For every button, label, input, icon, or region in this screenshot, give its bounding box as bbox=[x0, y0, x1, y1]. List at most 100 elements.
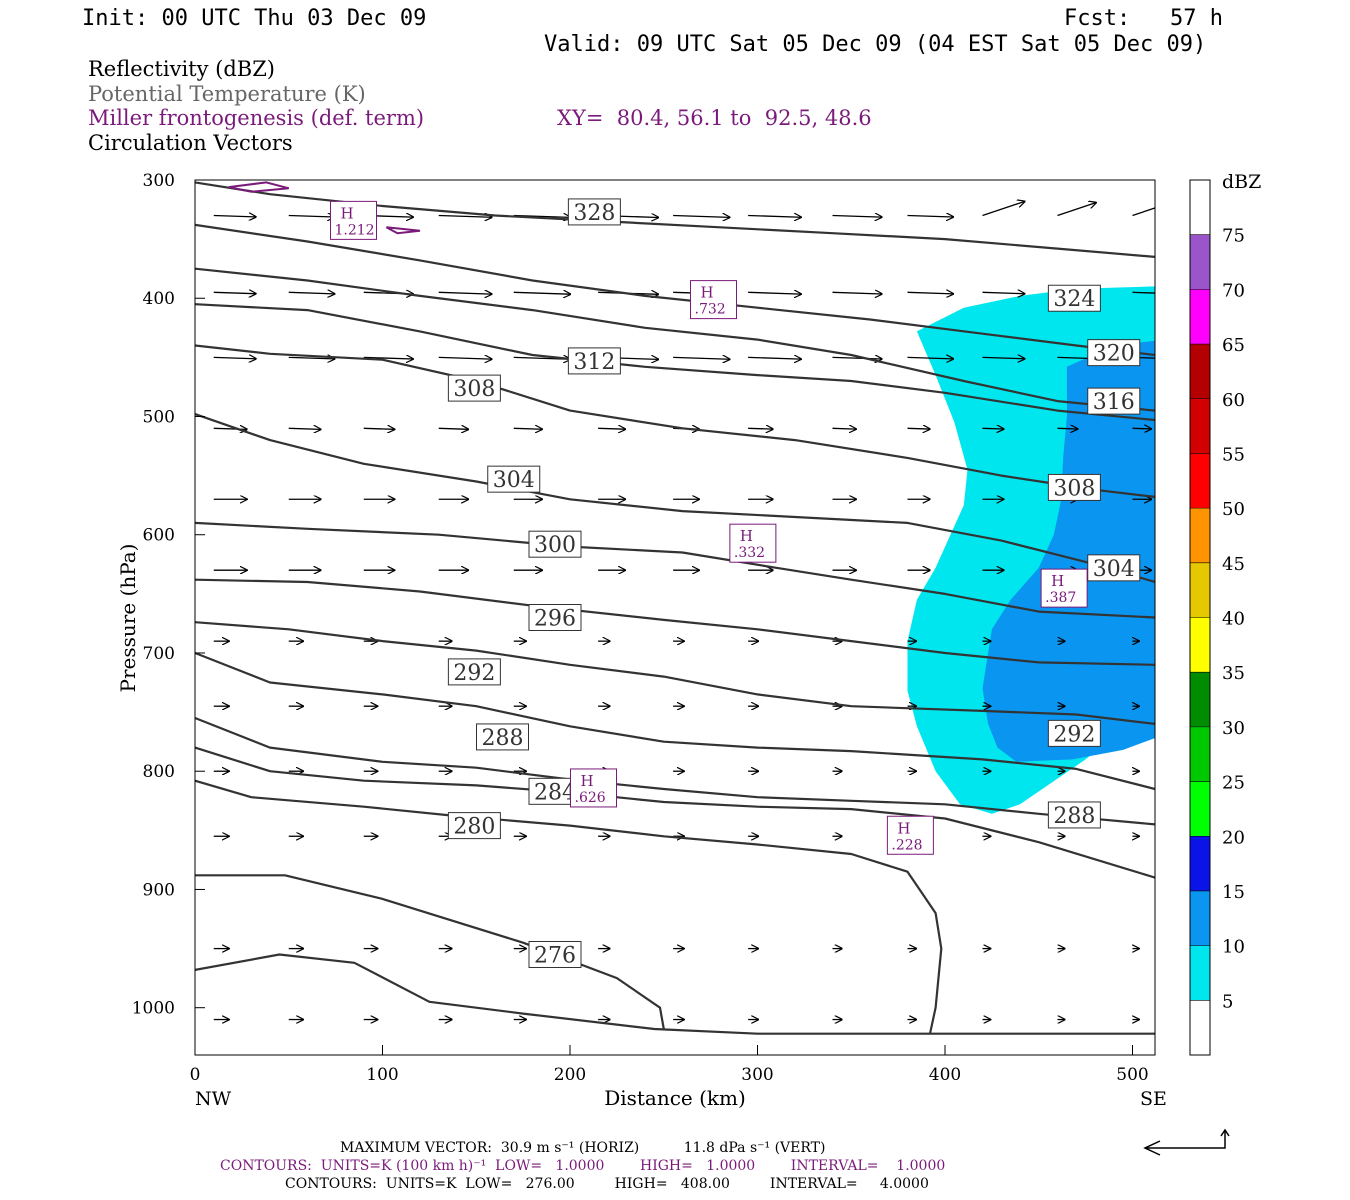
circulation-vector bbox=[982, 201, 1025, 217]
colorbar-tick-label: 30 bbox=[1222, 718, 1245, 739]
circulation-vector bbox=[213, 215, 256, 216]
y-tick-label: 600 bbox=[143, 526, 175, 546]
theta-label: 312 bbox=[567, 347, 621, 375]
legend-vectors: Circulation Vectors bbox=[88, 131, 293, 155]
circulation-vector bbox=[748, 215, 801, 217]
colorbar-tick-label: 15 bbox=[1222, 882, 1245, 903]
circulation-vector bbox=[288, 292, 335, 294]
frontogenesis-maximum: H.626 bbox=[570, 768, 617, 808]
theta-label-box bbox=[1047, 801, 1101, 829]
colorbar-tick-label: 40 bbox=[1222, 609, 1245, 630]
theta-contour-labels: 328 324 320 316 312 308 308 304 304 300 296 292 292 2… bbox=[447, 198, 1141, 968]
circulation-vector bbox=[513, 215, 570, 217]
theta-label-text: 308 bbox=[453, 377, 495, 402]
circulation-vector bbox=[598, 428, 625, 429]
theta-label-box bbox=[1087, 339, 1141, 367]
theta-label-box bbox=[567, 198, 621, 226]
theta-contour-316 bbox=[195, 303, 1155, 422]
x-tick-label: 100 bbox=[366, 1065, 398, 1085]
colorbar-swatch bbox=[1190, 289, 1210, 345]
miller-contours bbox=[228, 181, 421, 235]
x-axis-label: Distance (km) bbox=[604, 1086, 746, 1110]
reflectivity-region-10dbz bbox=[982, 340, 1155, 762]
circulation-vector bbox=[748, 428, 773, 429]
theta-label-box bbox=[528, 604, 582, 631]
forecast-hour: Fcst: 57 h bbox=[1064, 6, 1223, 31]
theta-label: 324 bbox=[1047, 284, 1101, 312]
theta-label-text: 328 bbox=[573, 201, 615, 226]
frontogenesis-maximum: H.732 bbox=[690, 280, 737, 320]
theta-contour-308 bbox=[195, 413, 1155, 584]
valid-time: Valid: 09 UTC Sat 05 Dec 09 (04 EST Sat … bbox=[544, 32, 1207, 57]
theta-contour-328 bbox=[195, 181, 1155, 258]
theta-contour-288 bbox=[195, 716, 1155, 826]
circulation-vector bbox=[288, 357, 335, 359]
colorbar-swatch bbox=[1190, 180, 1210, 235]
maximum-value: 1.212 bbox=[335, 222, 375, 238]
theta-label-text: 284 bbox=[534, 780, 576, 805]
colorbar-swatch bbox=[1190, 562, 1210, 618]
theta-contour-280 bbox=[195, 779, 943, 1034]
colorbar-tick-label: 50 bbox=[1222, 499, 1245, 520]
colorbar-swatch bbox=[1190, 1000, 1210, 1055]
footer-contours-theta: CONTOURS: UNITS=K LOW= 276.00 HIGH= 408.… bbox=[285, 1176, 929, 1192]
circulation-vector bbox=[982, 292, 1025, 293]
theta-label: 292 bbox=[1047, 719, 1101, 747]
maximum-value: .732 bbox=[695, 302, 726, 318]
colorbar-tick-label: 55 bbox=[1222, 444, 1245, 465]
x-tick-label: 300 bbox=[741, 1065, 773, 1085]
theta-contour-276 bbox=[195, 874, 665, 1030]
plot-frame bbox=[194, 179, 1156, 1056]
theta-label-box bbox=[487, 465, 541, 493]
maximum-box bbox=[1040, 568, 1088, 608]
circulation-vector bbox=[213, 292, 256, 293]
y-tick-label: 700 bbox=[143, 644, 175, 664]
maximum-label: H bbox=[701, 284, 714, 302]
colorbar-tick-label: 65 bbox=[1222, 335, 1245, 356]
theta-label-text: 280 bbox=[453, 815, 495, 840]
colorbar-swatch bbox=[1190, 836, 1210, 891]
maximum-box bbox=[690, 280, 737, 320]
maximum-label: H bbox=[581, 772, 594, 790]
colorbar-tick-label: 75 bbox=[1222, 226, 1245, 247]
frontogenesis-maximum: H.387 bbox=[1040, 568, 1088, 608]
circulation-vector bbox=[363, 357, 413, 359]
circulation-vector bbox=[907, 292, 954, 294]
miller-contour-2 bbox=[385, 226, 421, 235]
circulation-vector bbox=[832, 357, 882, 359]
theta-label-box bbox=[528, 940, 582, 968]
theta-contour-276 bbox=[195, 953, 1155, 1035]
theta-label-box bbox=[1087, 387, 1141, 415]
theta-label: 288 bbox=[476, 723, 529, 751]
theta-label: 320 bbox=[1087, 339, 1141, 367]
circulation-vector bbox=[832, 215, 882, 217]
theta-label-box bbox=[447, 374, 501, 402]
circulation-vector bbox=[1057, 428, 1078, 429]
colorbar-tick-label: 5 bbox=[1222, 991, 1233, 1012]
theta-label: 276 bbox=[528, 940, 582, 968]
circulation-vector bbox=[907, 215, 954, 217]
colorbar-tick-label: 20 bbox=[1222, 827, 1245, 848]
x-tick-label: 400 bbox=[929, 1065, 961, 1085]
theta-label: 308 bbox=[1047, 473, 1101, 501]
circulation-vector bbox=[513, 428, 542, 429]
circulation-vector bbox=[673, 215, 729, 217]
footer-contours-frontogenesis: CONTOURS: UNITS=K (100 km h)⁻¹ LOW= 1.00… bbox=[220, 1158, 946, 1174]
theta-contour-300 bbox=[195, 578, 1155, 666]
legend-theta: Potential Temperature (K) bbox=[88, 82, 366, 106]
cross-section-endpoints: XY= 80.4, 56.1 to 92.5, 48.6 bbox=[557, 106, 872, 130]
circulation-vector bbox=[832, 292, 882, 294]
theta-label: 304 bbox=[487, 465, 541, 493]
theta-label: 304 bbox=[1087, 554, 1141, 582]
maximum-label: H bbox=[341, 204, 354, 222]
colorbar-swatch bbox=[1190, 672, 1210, 727]
theta-label: 308 bbox=[447, 374, 501, 402]
circulation-vector bbox=[438, 215, 492, 217]
theta-label-text: 288 bbox=[1053, 804, 1095, 829]
circulation-vector bbox=[513, 292, 570, 294]
maximum-value: .332 bbox=[734, 545, 765, 561]
colorbar-tick-label: 25 bbox=[1222, 773, 1245, 794]
y-tick-label: 300 bbox=[143, 171, 175, 191]
theta-label-box bbox=[1087, 554, 1141, 582]
theta-label: 328 bbox=[567, 198, 621, 226]
